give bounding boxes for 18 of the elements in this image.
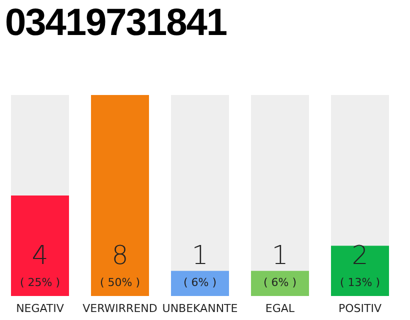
bar xyxy=(251,270,309,296)
data-label: 2 xyxy=(352,241,368,271)
annotation: ( 13% ) xyxy=(340,276,380,289)
x-tick-label: POSITIV xyxy=(338,302,382,315)
annotation: ( 25% ) xyxy=(20,276,60,289)
data-label: 1 xyxy=(192,241,208,271)
annotation: ( 50% ) xyxy=(100,276,140,289)
x-tick-label: EGAL xyxy=(265,302,296,315)
data-label: 8 xyxy=(112,241,128,271)
x-tick-label: VERWIRREND xyxy=(82,302,158,315)
annotation: ( 6% ) xyxy=(263,276,297,289)
data-label: 4 xyxy=(32,241,48,271)
bar xyxy=(171,270,229,296)
x-tick-label: UNBEKANNTE xyxy=(162,302,238,315)
annotation: ( 6% ) xyxy=(183,276,217,289)
x-tick-label: NEGATIV xyxy=(16,302,64,315)
chart-title: 03419731841 xyxy=(5,2,226,45)
data-label: 1 xyxy=(272,241,288,271)
